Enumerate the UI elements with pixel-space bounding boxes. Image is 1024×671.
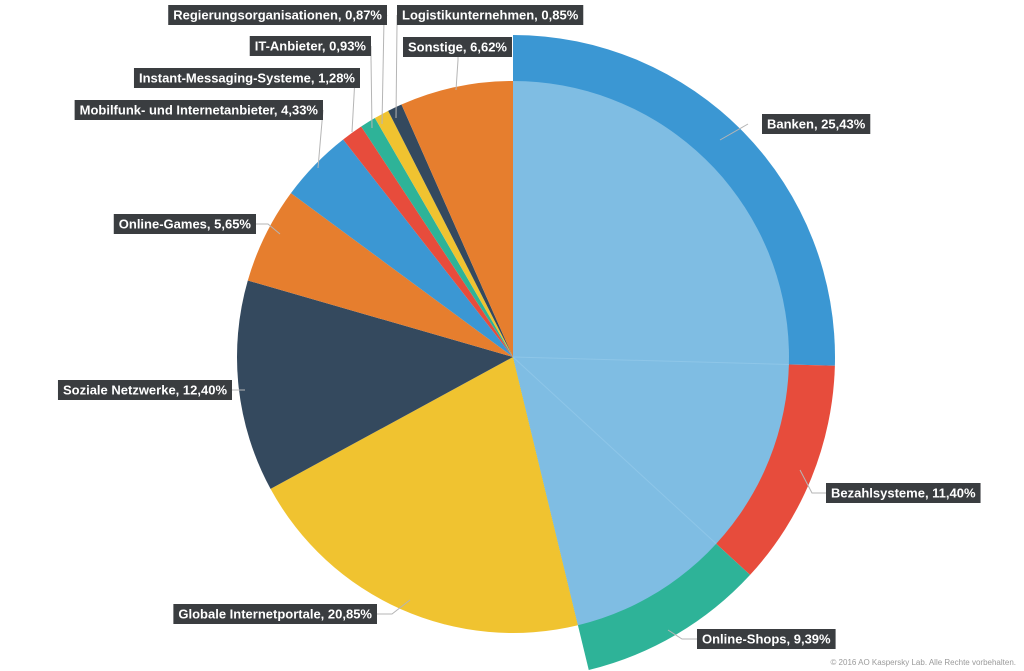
label-box bbox=[173, 604, 377, 624]
label-mobilfunk-und-internetanbieter: Mobilfunk- und Internetanbieter, 4,33% bbox=[74, 100, 323, 120]
slice-soziale-netzwerke bbox=[237, 280, 513, 489]
label-text: Online-Shops, 9,39% bbox=[702, 632, 831, 647]
group-separator bbox=[512, 356, 717, 545]
leader-it-anbieter bbox=[370, 46, 373, 129]
leader-online-games bbox=[256, 223, 281, 235]
leader-bezahlsysteme bbox=[799, 469, 826, 494]
label-box bbox=[249, 36, 371, 56]
slice-mobilfunk-und-internetanbieter bbox=[290, 139, 513, 357]
label-regierungsorganisationen: Regierungsorganisationen, 0,87% bbox=[168, 5, 387, 25]
label-text: IT-Anbieter, 0,93% bbox=[255, 39, 367, 54]
slice-labels: Banken, 25,43% Bezahlsysteme, 11,40% Onlin… bbox=[57, 5, 981, 649]
label-box bbox=[762, 114, 871, 134]
label-text: Sonstige, 6,62% bbox=[408, 40, 507, 55]
label-box bbox=[826, 483, 981, 503]
label-text: Online-Games, 5,65% bbox=[119, 217, 252, 232]
label-box bbox=[74, 100, 323, 120]
label-text: Regierungsorganisationen, 0,87% bbox=[173, 8, 382, 23]
slice-financial-group-inner bbox=[513, 81, 790, 626]
label-text: Bezahlsysteme, 11,40% bbox=[831, 486, 976, 501]
label-it-anbieter: IT-Anbieter, 0,93% bbox=[249, 36, 371, 56]
label-soziale-netzwerke: Soziale Netzwerke, 12,40% bbox=[57, 380, 232, 400]
group-separator bbox=[512, 356, 789, 365]
label-sonstige: Sonstige, 6,62% bbox=[403, 37, 512, 57]
label-box bbox=[397, 5, 584, 25]
label-logistikunternehmen: Logistikunternehmen, 0,85% bbox=[397, 5, 584, 25]
leader-globale-internetportale bbox=[377, 599, 411, 615]
label-online-shops: Online-Shops, 9,39% bbox=[697, 629, 836, 649]
label-text: Soziale Netzwerke, 12,40% bbox=[63, 383, 227, 398]
label-text: Banken, 25,43% bbox=[767, 117, 866, 132]
copyright-notice: © 2016 AO Kaspersky Lab. Alle Rechte vor… bbox=[830, 658, 1016, 667]
label-box bbox=[133, 68, 360, 88]
slice-regierungsorganisationen bbox=[374, 110, 513, 357]
label-box bbox=[57, 380, 232, 400]
label-banken: Banken, 25,43% bbox=[762, 114, 871, 134]
slice-logistikunternehmen bbox=[388, 104, 513, 357]
slice-online-games bbox=[247, 193, 513, 357]
label-instant-messaging-systeme: Instant-Messaging-Systeme, 1,28% bbox=[133, 68, 360, 88]
slice-it-anbieter bbox=[361, 118, 513, 357]
leader-banken bbox=[719, 123, 749, 141]
label-text: Instant-Messaging-Systeme, 1,28% bbox=[139, 71, 355, 86]
leader-logistikunternehmen bbox=[395, 15, 398, 119]
label-box bbox=[168, 5, 387, 25]
leader-regierungsorganisationen bbox=[381, 14, 388, 125]
leader-online-shops bbox=[667, 629, 697, 640]
label-globale-internetportale: Globale Internetportale, 20,85% bbox=[173, 604, 377, 624]
slice-instant-messaging-systeme bbox=[343, 126, 513, 357]
label-box bbox=[697, 629, 836, 649]
label-box bbox=[403, 37, 512, 57]
label-text: Logistikunternehmen, 0,85% bbox=[402, 8, 579, 23]
pie-slices bbox=[237, 35, 835, 670]
label-text: Globale Internetportale, 20,85% bbox=[178, 607, 372, 622]
label-box bbox=[113, 214, 256, 234]
slice-globale-internetportale bbox=[270, 357, 578, 633]
slice-sonstige bbox=[401, 81, 513, 357]
label-online-games: Online-Games, 5,65% bbox=[113, 214, 256, 234]
label-text: Mobilfunk- und Internetanbieter, 4,33% bbox=[80, 103, 319, 118]
label-bezahlsysteme: Bezahlsysteme, 11,40% bbox=[826, 483, 981, 503]
